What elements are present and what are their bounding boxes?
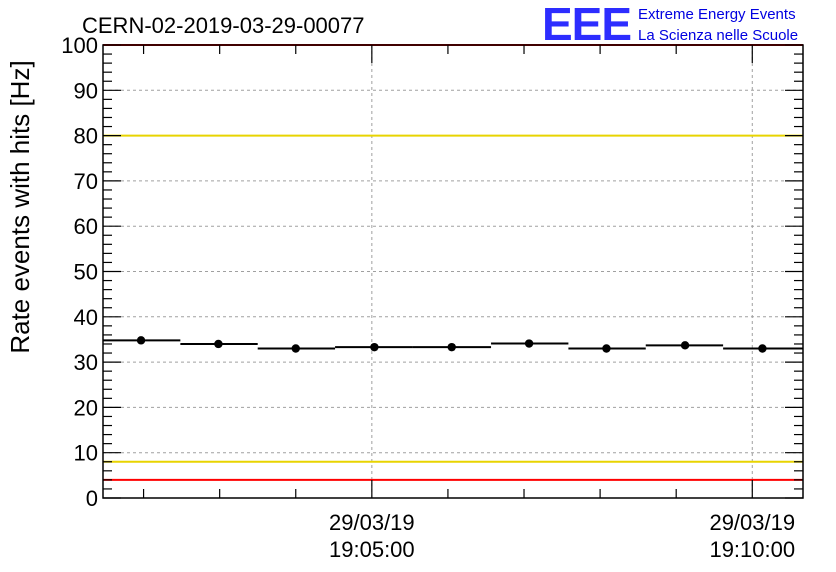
chart-title: CERN-02-2019-03-29-00077 <box>82 13 365 38</box>
logo-line-2: La Scienza nelle Scuole <box>638 27 798 44</box>
data-point <box>136 336 146 345</box>
axes: 010203040506070809010029/03/1919:05:0029… <box>61 33 804 562</box>
x-tick-date-label: 29/03/19 <box>329 510 415 535</box>
data-point <box>602 344 611 353</box>
x-tick-time-label: 19:05:00 <box>329 537 415 562</box>
y-tick-label: 50 <box>74 260 98 285</box>
eee-logo: EEE Extreme Energy Events La Scienza nel… <box>542 0 798 50</box>
data-point <box>758 344 767 353</box>
data-point <box>370 342 379 352</box>
data-point <box>214 339 223 349</box>
data-series <box>103 336 803 353</box>
logo-line-1: Extreme Energy Events <box>638 6 796 23</box>
y-tick-label: 90 <box>74 78 98 103</box>
y-tick-label: 0 <box>86 486 98 511</box>
y-tick-label: 100 <box>61 33 98 58</box>
y-tick-label: 30 <box>74 350 98 375</box>
logo-letters: EEE <box>542 0 631 50</box>
y-tick-label: 40 <box>74 305 98 330</box>
x-tick-date-label: 29/03/19 <box>709 510 795 535</box>
y-tick-label: 10 <box>74 441 98 466</box>
y-tick-label: 80 <box>74 124 98 149</box>
y-tick-label: 70 <box>74 169 98 194</box>
data-point <box>447 342 456 352</box>
data-point <box>524 339 534 348</box>
data-point <box>680 341 690 350</box>
reference-lines <box>103 44 803 481</box>
x-tick-time-label: 19:10:00 <box>709 537 795 562</box>
y-tick-label: 20 <box>74 395 98 420</box>
y-axis-label: Rate events with hits [Hz] <box>5 60 35 353</box>
grid <box>103 45 803 498</box>
data-point <box>291 344 300 353</box>
y-tick-label: 60 <box>74 214 98 239</box>
